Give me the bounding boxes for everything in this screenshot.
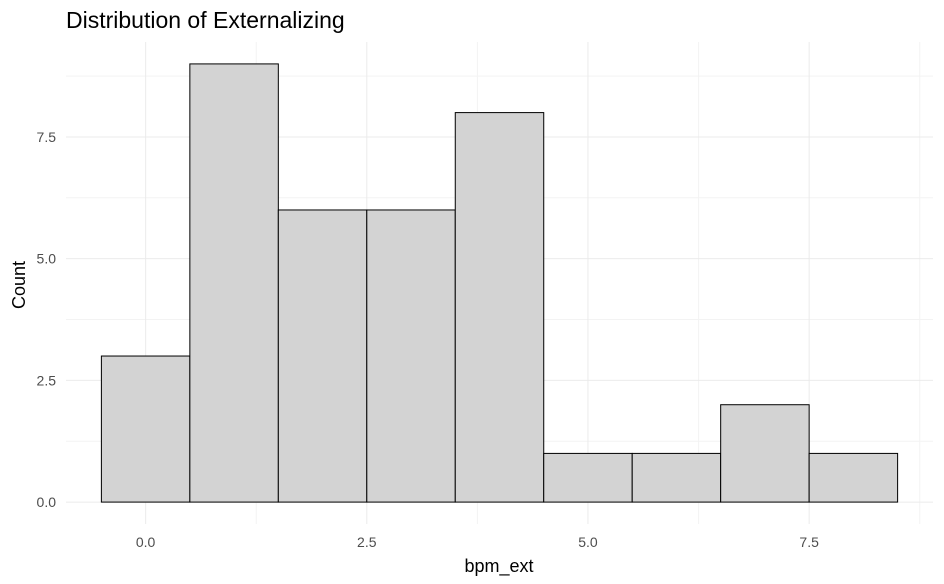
histogram-bar xyxy=(277,209,368,503)
x-tick-label: 5.0 xyxy=(578,534,598,550)
x-axis-title: bpm_ext xyxy=(464,556,533,577)
histogram-bar xyxy=(366,209,456,503)
y-tick-label: 5.0 xyxy=(37,251,57,267)
histogram-bar xyxy=(631,452,722,503)
x-tick-label: 2.5 xyxy=(357,534,377,550)
histogram-bar xyxy=(720,404,810,503)
y-axis-ticks: 0.0 2.5 5.0 7.5 xyxy=(37,129,57,510)
histogram-bar xyxy=(100,355,191,503)
y-tick-label: 7.5 xyxy=(37,129,57,145)
bars xyxy=(100,63,899,503)
histogram-bar xyxy=(454,112,545,503)
y-tick-label: 2.5 xyxy=(37,372,57,388)
x-axis-ticks: 0.0 2.5 5.0 7.5 xyxy=(136,534,819,550)
histogram-bar xyxy=(808,452,899,503)
y-axis-title: Count xyxy=(9,261,29,309)
chart-title: Distribution of Externalizing xyxy=(66,7,345,33)
y-tick-label: 0.0 xyxy=(37,494,57,510)
histogram-bar xyxy=(189,63,279,503)
x-tick-label: 0.0 xyxy=(136,534,156,550)
x-tick-label: 7.5 xyxy=(799,534,819,550)
histogram-bar xyxy=(543,452,633,503)
